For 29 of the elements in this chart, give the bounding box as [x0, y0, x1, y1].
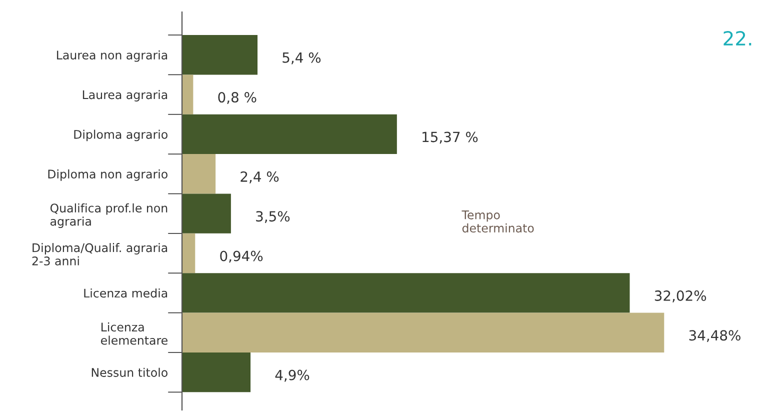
bar: [182, 114, 397, 154]
data-label: 15,37 %: [422, 132, 478, 144]
bar: [182, 74, 194, 114]
data-label: 34,48%: [689, 330, 740, 342]
bar: [182, 233, 196, 274]
data-label: 0,94%: [220, 250, 263, 263]
data-label: 2,4 %: [240, 171, 279, 184]
bar: [182, 194, 231, 234]
y-tick-label: Diploma agrario: [74, 130, 168, 142]
y-tick-label: Laurea non agraria: [57, 50, 168, 62]
bar: [182, 352, 251, 392]
annotation: Tempo determinato: [462, 210, 534, 233]
bar: [182, 312, 664, 352]
y-tick-label: Licenza elementare: [100, 322, 168, 345]
data-label: 0,8 %: [218, 92, 256, 104]
y-tick-label: Laurea agraria: [82, 90, 168, 102]
y-tick-label: Qualifica prof.le non agraria: [50, 203, 168, 228]
bar: [182, 273, 630, 313]
data-label: 32,02%: [654, 290, 706, 302]
data-label: 5,4 %: [282, 52, 321, 64]
y-tick-label: Diploma non agrario: [48, 169, 168, 181]
bar: [182, 35, 258, 75]
y-tick-label: Diploma/Qualif. agraria 2-3 anni: [32, 243, 168, 266]
data-label: 4,9%: [275, 370, 310, 382]
bar: [182, 154, 216, 194]
y-tick-label: Licenza media: [84, 288, 168, 298]
data-label: 3,5%: [256, 211, 290, 223]
y-tick-label: Nessun titolo: [92, 368, 168, 377]
text: 22.: [724, 30, 752, 46]
